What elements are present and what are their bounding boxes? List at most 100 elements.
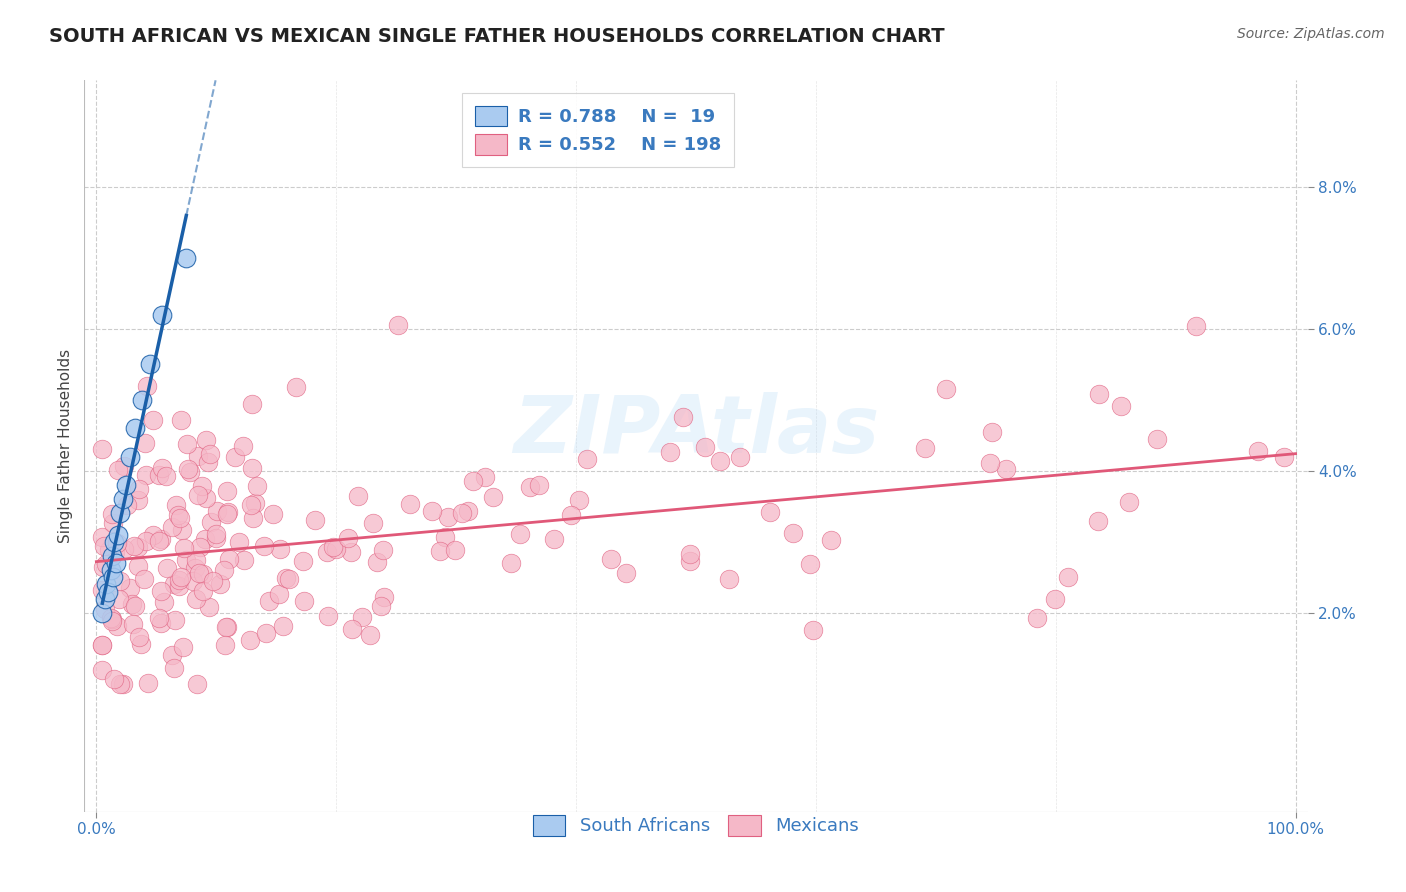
Point bbox=[481, 490, 503, 504]
Point bbox=[162, 520, 184, 534]
Point bbox=[672, 410, 695, 425]
Point bbox=[228, 535, 250, 549]
Point bbox=[148, 468, 170, 483]
Point bbox=[337, 531, 360, 545]
Point bbox=[93, 591, 117, 606]
Point bbox=[232, 440, 254, 454]
Point bbox=[463, 474, 485, 488]
Point bbox=[134, 572, 156, 586]
Point bbox=[271, 619, 294, 633]
Point bbox=[373, 590, 395, 604]
Point bbox=[167, 508, 190, 522]
Point bbox=[122, 539, 145, 553]
Point bbox=[107, 528, 129, 542]
Point bbox=[198, 600, 221, 615]
Point bbox=[366, 555, 388, 569]
Point bbox=[346, 489, 368, 503]
Point bbox=[240, 460, 263, 475]
Point bbox=[240, 397, 263, 411]
Point bbox=[103, 534, 125, 549]
Point bbox=[730, 450, 752, 465]
Point bbox=[204, 531, 226, 545]
Point bbox=[127, 493, 149, 508]
Point bbox=[200, 515, 222, 529]
Point bbox=[127, 559, 149, 574]
Point bbox=[101, 570, 124, 584]
Point bbox=[150, 584, 173, 599]
Point bbox=[124, 421, 146, 435]
Point bbox=[93, 539, 115, 553]
Point bbox=[474, 470, 496, 484]
Point bbox=[1185, 319, 1208, 334]
Point bbox=[173, 541, 195, 555]
Point bbox=[214, 639, 236, 653]
Point bbox=[112, 458, 135, 473]
Point bbox=[100, 611, 122, 625]
Point bbox=[169, 573, 191, 587]
Point bbox=[370, 599, 392, 613]
Point bbox=[94, 577, 117, 591]
Point bbox=[979, 457, 1001, 471]
Point bbox=[614, 566, 637, 581]
Point bbox=[1088, 386, 1111, 401]
Point bbox=[527, 478, 550, 492]
Point bbox=[218, 551, 240, 566]
Point bbox=[709, 453, 731, 467]
Point bbox=[97, 584, 120, 599]
Point bbox=[100, 614, 122, 628]
Point bbox=[115, 498, 138, 512]
Point bbox=[217, 505, 239, 519]
Point bbox=[134, 436, 156, 450]
Point bbox=[1146, 432, 1168, 446]
Point bbox=[160, 648, 183, 663]
Point bbox=[233, 553, 256, 567]
Point bbox=[170, 570, 193, 584]
Point bbox=[262, 508, 284, 522]
Point bbox=[820, 533, 842, 547]
Point bbox=[253, 539, 276, 553]
Point bbox=[174, 553, 197, 567]
Point bbox=[1025, 611, 1047, 625]
Point bbox=[135, 534, 157, 549]
Point bbox=[184, 553, 207, 567]
Point bbox=[361, 516, 384, 531]
Point bbox=[291, 554, 314, 568]
Point bbox=[105, 619, 128, 633]
Point bbox=[188, 541, 211, 555]
Point bbox=[215, 507, 238, 521]
Point bbox=[257, 594, 280, 608]
Point bbox=[316, 545, 339, 559]
Point bbox=[433, 530, 456, 544]
Point bbox=[111, 492, 134, 507]
Point bbox=[325, 542, 347, 557]
Point bbox=[155, 468, 177, 483]
Point bbox=[359, 627, 381, 641]
Point bbox=[444, 543, 467, 558]
Point bbox=[782, 526, 804, 541]
Point bbox=[543, 532, 565, 546]
Point bbox=[1118, 495, 1140, 509]
Point bbox=[194, 533, 217, 547]
Point bbox=[172, 640, 194, 655]
Point bbox=[371, 543, 394, 558]
Point bbox=[212, 563, 235, 577]
Point bbox=[994, 461, 1017, 475]
Point bbox=[176, 436, 198, 450]
Point bbox=[1272, 450, 1295, 464]
Point bbox=[91, 442, 114, 456]
Point bbox=[150, 460, 173, 475]
Point bbox=[94, 602, 117, 616]
Point bbox=[269, 542, 291, 557]
Point bbox=[205, 527, 228, 541]
Point bbox=[316, 609, 339, 624]
Point bbox=[658, 444, 681, 458]
Point bbox=[91, 663, 114, 677]
Point bbox=[274, 571, 297, 585]
Point bbox=[693, 440, 716, 454]
Point bbox=[136, 676, 159, 690]
Point bbox=[97, 542, 120, 557]
Point bbox=[170, 413, 193, 427]
Point bbox=[215, 620, 238, 634]
Point bbox=[718, 572, 741, 586]
Point bbox=[209, 576, 232, 591]
